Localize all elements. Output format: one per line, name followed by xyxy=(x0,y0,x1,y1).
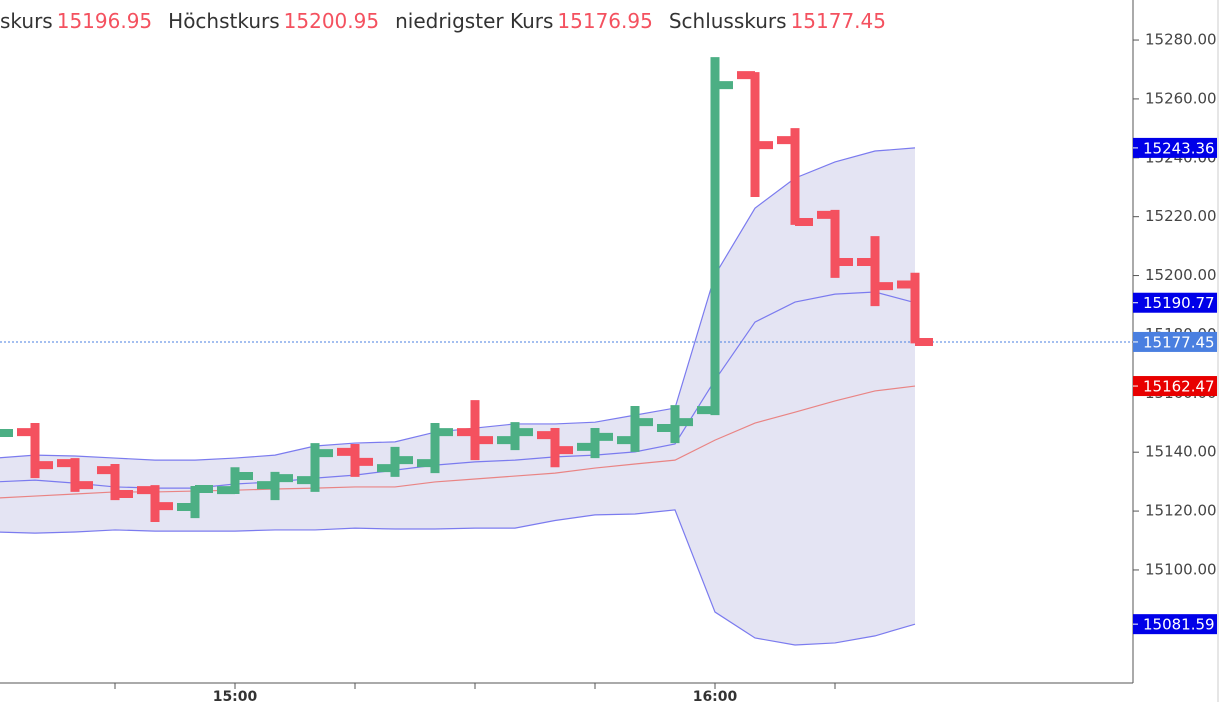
y-tick-label: 15100.00 xyxy=(1145,560,1217,578)
upper-value-label: 15243.36 xyxy=(1143,139,1215,157)
header: skurs 15196.95 Höchstkurs 15200.95 niedrigst… xyxy=(0,9,886,33)
y-tick-label: 15140.00 xyxy=(1145,443,1217,461)
axis-bg-bottom xyxy=(0,683,1133,702)
middle-value-label: 15190.77 xyxy=(1143,294,1215,312)
header-value: 15200.95 xyxy=(284,9,379,33)
average-value-box xyxy=(1133,376,1217,397)
upper-band xyxy=(0,147,916,461)
header-label: Höchstkurs xyxy=(168,9,280,33)
header-value: 15196.95 xyxy=(57,9,152,33)
y-tick-label: 15280.00 xyxy=(1145,31,1217,49)
band-fill xyxy=(0,147,915,646)
upper-value-box xyxy=(1133,137,1217,158)
header-label: skurs xyxy=(0,9,53,33)
y-tick-label: 15200.00 xyxy=(1145,266,1217,284)
lower-value-box xyxy=(1133,614,1217,635)
middle-value-box xyxy=(1133,292,1217,313)
x-tick-label: 15:00 xyxy=(213,689,258,702)
y-tick-label: 15120.00 xyxy=(1145,502,1217,520)
average-value-label: 15162.47 xyxy=(1143,378,1215,396)
x-tick-label: 16:00 xyxy=(693,689,738,702)
header-value: 15176.95 xyxy=(557,9,652,33)
header-label: Schlusskurs xyxy=(669,9,787,33)
header-label: niedrigster Kurs xyxy=(395,9,553,33)
lower-band xyxy=(0,509,916,646)
last-price-label: 15177.45 xyxy=(1143,333,1215,351)
y-tick-label: 15220.00 xyxy=(1145,207,1217,225)
last-price-box xyxy=(1133,331,1217,352)
lower-value-label: 15081.59 xyxy=(1143,616,1215,634)
y-tick-label: 15260.00 xyxy=(1145,89,1217,107)
header-value: 15177.45 xyxy=(791,9,886,33)
